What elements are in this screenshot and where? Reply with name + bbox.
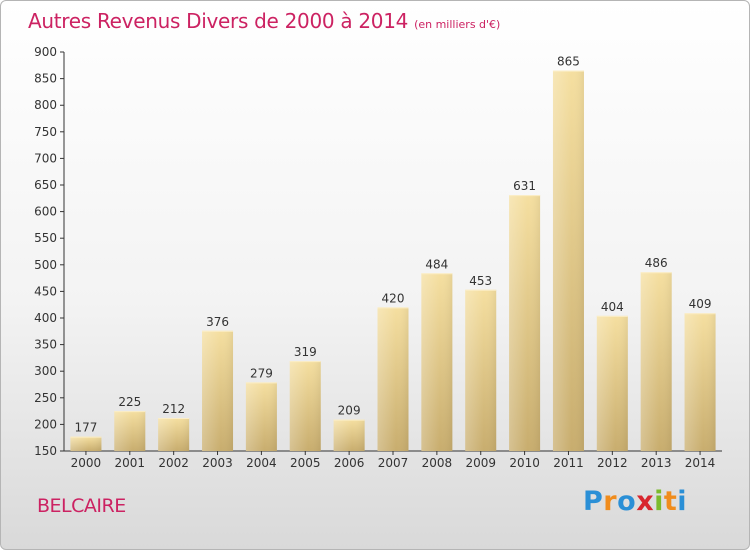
logo-letter: r xyxy=(603,486,618,517)
data-label: 319 xyxy=(294,345,317,359)
data-label: 486 xyxy=(645,256,668,270)
x-tick-label: 2006 xyxy=(334,456,365,470)
x-tick-label: 2002 xyxy=(158,456,189,470)
logo-letter: i xyxy=(677,486,688,517)
y-tick-label: 200 xyxy=(34,417,57,431)
data-label: 484 xyxy=(425,257,448,271)
chart-title: Autres Revenus Divers de 2000 à 2014 xyxy=(28,9,409,33)
bar-highlight xyxy=(202,330,234,451)
bar-highlight xyxy=(377,307,409,451)
y-tick-label: 600 xyxy=(34,205,57,219)
y-tick-label: 250 xyxy=(34,391,57,405)
bar-highlight xyxy=(421,273,453,451)
bar-highlight xyxy=(684,313,716,451)
logo-letter: x xyxy=(636,486,655,517)
x-tick-label: 2010 xyxy=(509,456,540,470)
x-tick-label: 2008 xyxy=(422,456,453,470)
data-label: 453 xyxy=(469,274,492,288)
y-tick-label: 400 xyxy=(34,311,57,325)
y-tick-label: 450 xyxy=(34,284,57,298)
y-tick-label: 350 xyxy=(34,338,57,352)
x-tick-label: 2000 xyxy=(71,456,102,470)
data-label: 376 xyxy=(206,315,229,329)
bar-highlight xyxy=(245,382,277,451)
y-tick-label: 750 xyxy=(34,125,57,139)
y-tick-label: 500 xyxy=(34,258,57,272)
logo-letter: t xyxy=(663,486,678,517)
y-tick-label: 700 xyxy=(34,151,57,165)
logo-letter: P xyxy=(583,486,604,517)
x-tick-label: 2014 xyxy=(685,456,716,470)
data-label: 177 xyxy=(74,421,97,435)
chart-unit: (en milliers d'€) xyxy=(414,18,501,31)
bar-highlight xyxy=(289,361,321,451)
bar-highlight xyxy=(114,411,146,451)
x-tick-label: 2007 xyxy=(378,456,409,470)
y-tick-label: 150 xyxy=(34,444,57,458)
x-tick-label: 2001 xyxy=(115,456,146,470)
x-tick-label: 2009 xyxy=(465,456,496,470)
data-label: 865 xyxy=(557,55,580,69)
x-tick-label: 2004 xyxy=(246,456,277,470)
bar-highlight xyxy=(640,272,672,451)
bar-highlight xyxy=(70,436,102,451)
bar-highlight xyxy=(465,289,497,451)
logo-letter: i xyxy=(654,486,664,517)
data-label: 631 xyxy=(513,179,536,193)
data-label: 404 xyxy=(601,300,624,314)
data-label: 409 xyxy=(689,297,712,311)
chart-title-group: Autres Revenus Divers de 2000 à 2014 (en … xyxy=(28,9,500,33)
x-tick-label: 2003 xyxy=(202,456,233,470)
bar-highlight xyxy=(158,418,190,451)
data-label: 420 xyxy=(382,291,405,305)
bar-highlight xyxy=(509,195,541,451)
bar-highlight xyxy=(552,70,584,452)
x-tick-label: 2011 xyxy=(553,456,584,470)
bar-highlight xyxy=(596,315,628,451)
bar-highlight xyxy=(333,419,365,451)
data-label: 209 xyxy=(338,404,361,418)
y-tick-label: 550 xyxy=(34,231,57,245)
y-tick-label: 900 xyxy=(34,45,57,59)
data-label: 225 xyxy=(118,395,141,409)
y-tick-label: 650 xyxy=(34,178,57,192)
y-tick-label: 300 xyxy=(34,364,57,378)
x-tick-label: 2013 xyxy=(641,456,672,470)
city-name: BELCAIRE xyxy=(37,495,126,517)
proxiti-logo: Proxiti xyxy=(583,486,687,517)
data-label: 212 xyxy=(162,402,185,416)
x-tick-label: 2012 xyxy=(597,456,628,470)
y-tick-label: 800 xyxy=(34,98,57,112)
x-tick-label: 2005 xyxy=(290,456,321,470)
data-label: 279 xyxy=(250,366,273,380)
y-tick-label: 850 xyxy=(34,72,57,86)
logo-letter: o xyxy=(617,486,637,517)
